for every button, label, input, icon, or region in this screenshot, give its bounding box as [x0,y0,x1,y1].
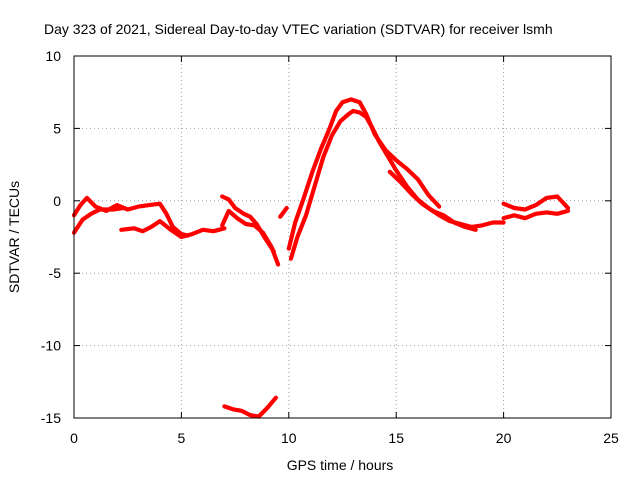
y-tick-label: -5 [49,265,62,281]
x-axis-label: GPS time / hours [287,457,394,473]
plot-series [71,97,571,419]
x-tick-label: 5 [178,430,186,446]
series-line-sat-track-11 [501,208,571,221]
series-line-sat-track-8 [286,97,442,251]
y-tick-labels: -15 -10 -5 0 5 10 [41,48,61,426]
x-tick-label: 20 [496,430,512,446]
series-line-sat-track-7 [288,108,506,261]
x-tick-label: 25 [603,430,619,446]
x-tick-label: 15 [388,430,404,446]
series-line-sat-track-9 [387,169,478,232]
chart-title: Day 323 of 2021, Sidereal Day-to-day VTE… [44,21,553,37]
series-line-sat-track-6 [222,395,278,419]
grid [74,56,611,418]
series-line-sat-track-10 [501,194,571,212]
y-axis-label: SDTVAR / TECUs [6,181,22,293]
series-line-sat-track-5 [220,194,276,254]
series-line-sat-track-2 [71,205,126,235]
series-line-sat-track-12 [278,205,289,219]
x-tick-labels: 0 5 10 15 20 25 [70,430,619,446]
axis-ticks [73,55,612,419]
y-tick-label: 10 [45,48,61,64]
x-tick-label: 10 [281,430,297,446]
series-line-sat-track-3 [119,219,227,240]
y-tick-label: -15 [41,410,61,426]
series-line-sat-track-1 [71,195,190,238]
plot-frame [73,55,612,419]
y-tick-label: -10 [41,338,61,354]
y-tick-label: 0 [53,193,61,209]
y-tick-label: 5 [53,120,61,136]
x-tick-label: 0 [70,430,78,446]
